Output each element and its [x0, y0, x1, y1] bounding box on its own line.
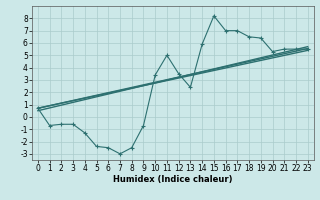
X-axis label: Humidex (Indice chaleur): Humidex (Indice chaleur): [113, 175, 233, 184]
